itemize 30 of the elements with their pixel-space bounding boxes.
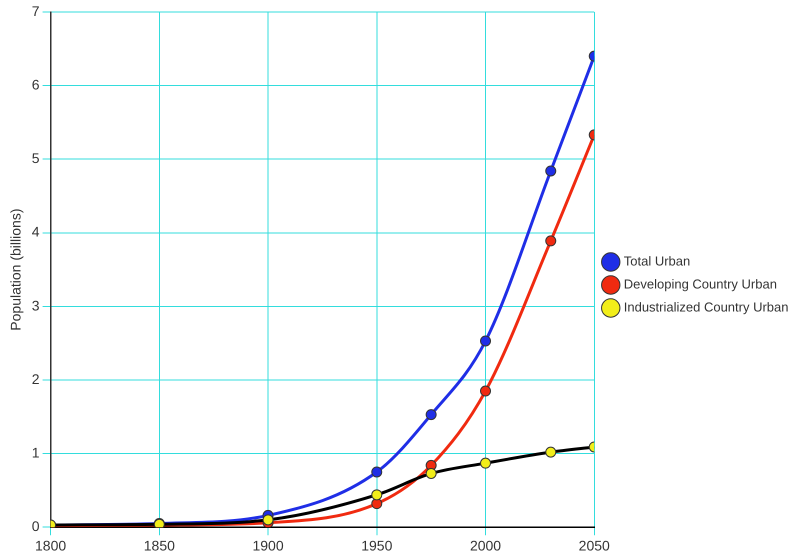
point xyxy=(371,498,382,510)
x-tick-label: 2050 xyxy=(578,537,610,554)
y-tick-label: 6 xyxy=(32,76,40,92)
y-tick-label: 7 xyxy=(32,2,40,19)
y-tick-label: 5 xyxy=(32,150,40,166)
point xyxy=(426,409,437,420)
point xyxy=(371,466,382,478)
x-tick-label: 2000 xyxy=(470,537,502,554)
point xyxy=(480,335,492,346)
legend-label: Developing Country Urban xyxy=(624,276,777,292)
point xyxy=(545,446,556,458)
point xyxy=(545,235,556,246)
point xyxy=(480,458,492,469)
point xyxy=(480,386,492,397)
y-tick-label: 2 xyxy=(32,370,40,387)
y-tick-label: 1 xyxy=(32,444,40,460)
point xyxy=(262,514,274,526)
point xyxy=(426,468,437,479)
legend-label: Total Urban xyxy=(624,254,690,269)
x-tick-label: 1800 xyxy=(35,537,66,554)
y-axis-title: Population (billions) xyxy=(7,208,24,331)
legend-label: Industrialized Country Urban xyxy=(624,300,788,315)
y-tick-label: 3 xyxy=(32,297,40,314)
x-tick-label: 1850 xyxy=(144,537,176,554)
point xyxy=(545,165,556,176)
y-tick-label: 0 xyxy=(32,518,40,534)
x-tick-label: 1900 xyxy=(252,537,284,554)
y-tick-label: 4 xyxy=(32,224,40,240)
x-tick-label: 1950 xyxy=(361,537,393,554)
point xyxy=(371,489,382,500)
